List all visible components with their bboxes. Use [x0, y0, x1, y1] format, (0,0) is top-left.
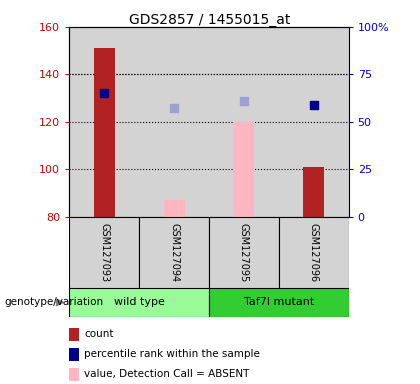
Text: Taf7l mutant: Taf7l mutant	[244, 297, 314, 308]
Text: count: count	[84, 329, 113, 339]
Text: genotype/variation: genotype/variation	[4, 297, 103, 308]
Bar	[209, 27, 279, 217]
Text: percentile rank within the sample: percentile rank within the sample	[84, 349, 260, 359]
Bar	[139, 217, 209, 288]
Bar	[94, 48, 115, 217]
Bar	[209, 217, 279, 288]
Point	[241, 98, 247, 104]
Bar	[279, 27, 349, 217]
Bar	[69, 288, 209, 317]
Bar	[163, 200, 184, 217]
Point	[101, 90, 108, 96]
Bar	[69, 27, 139, 217]
Text: value, Detection Call = ABSENT: value, Detection Call = ABSENT	[84, 369, 249, 379]
Point	[310, 102, 317, 108]
Text: GDS2857 / 1455015_at: GDS2857 / 1455015_at	[129, 13, 291, 27]
Point	[171, 104, 177, 111]
Bar	[303, 167, 324, 217]
Bar	[139, 27, 209, 217]
Bar	[209, 288, 349, 317]
Text: GSM127095: GSM127095	[239, 223, 249, 282]
Text: GSM127093: GSM127093	[99, 223, 109, 282]
Text: GSM127096: GSM127096	[309, 223, 319, 282]
Bar	[279, 217, 349, 288]
Bar	[69, 217, 139, 288]
Text: GSM127094: GSM127094	[169, 223, 179, 282]
Text: wild type: wild type	[114, 297, 165, 308]
Bar	[234, 122, 255, 217]
